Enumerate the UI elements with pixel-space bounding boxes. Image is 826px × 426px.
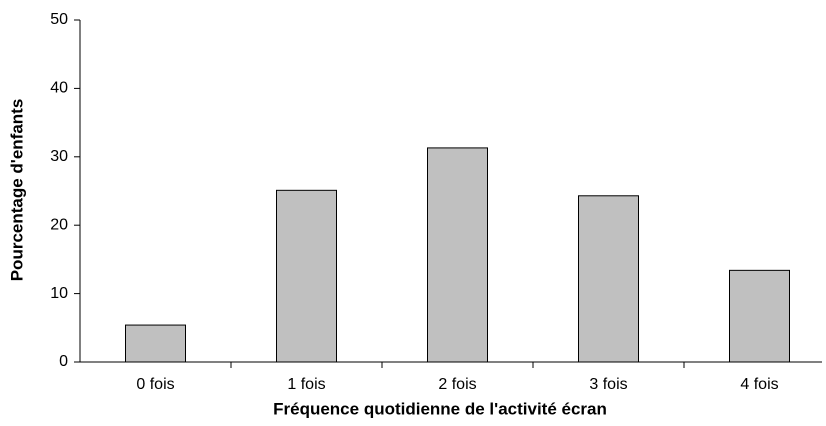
bar	[729, 269, 790, 363]
y-tick-label: 40	[50, 80, 68, 97]
y-tick-label: 20	[50, 216, 68, 233]
x-tick-label: 4 fois	[740, 376, 778, 393]
y-tick-label: 50	[50, 11, 68, 28]
x-tick-label: 1 fois	[287, 376, 325, 393]
x-tick-label: 2 fois	[438, 376, 476, 393]
bar	[276, 189, 337, 363]
bar	[125, 324, 186, 363]
y-tick-label: 30	[50, 148, 68, 165]
bar	[578, 195, 639, 363]
x-axis-title: Fréquence quotidienne de l'activité écra…	[273, 399, 607, 418]
x-tick-label: 0 fois	[136, 376, 174, 393]
x-tick-label: 3 fois	[589, 376, 627, 393]
y-tick-label: 0	[59, 353, 68, 370]
y-tick-label: 10	[50, 285, 68, 302]
bar	[427, 147, 488, 363]
y-axis-title: Pourcentage d'enfants	[7, 99, 26, 282]
